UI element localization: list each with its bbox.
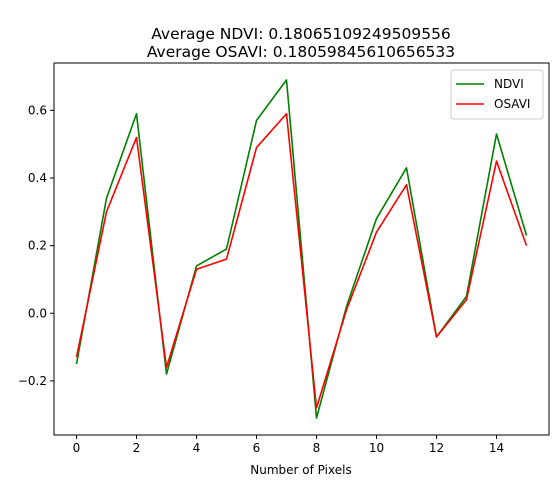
x-tick-label-2: 2 [133,441,141,455]
series-line-osavi [75,112,528,409]
y-tick-label-3: 0.4 [28,171,47,185]
plot-area: 0 2 4 6 8 10 12 14 −0.2 0.0 0.2 0.4 0.6 [18,62,550,455]
y-tick-label-4: 0.6 [28,103,47,117]
y-tick-label-0: −0.2 [18,374,47,388]
x-tick-label-14: 14 [489,441,504,455]
x-tick-label-6: 6 [253,441,261,455]
y-tick-label-1: 0.0 [28,306,47,320]
legend: NDVI OSAVI [450,69,544,120]
x-axis-label: Number of Pixels [250,463,351,477]
y-tick-label-2: 0.2 [28,239,47,253]
x-tick-label-12: 12 [429,441,444,455]
x-tick-label-8: 8 [313,441,321,455]
legend-label-ndvi: NDVI [494,77,524,91]
series-line-ndvi [75,79,528,419]
axes-frame [53,62,550,436]
legend-frame [450,69,544,120]
x-tick-label-10: 10 [369,441,384,455]
legend-label-osavi: OSAVI [494,97,530,111]
x-tick-label-4: 4 [193,441,201,455]
x-tick-label-0: 0 [73,441,81,455]
chart-title-line-1: Average NDVI: 0.18065109249509556 [151,25,451,43]
chart-title-line-2: Average OSAVI: 0.18059845610656533 [147,43,455,61]
